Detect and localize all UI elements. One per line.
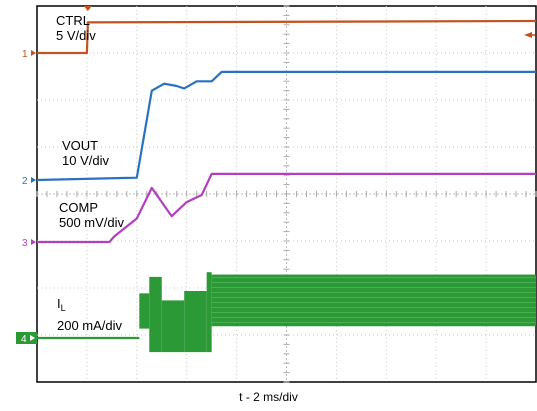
channel-2-number: 2 [22,176,28,187]
channel-4-marker [16,332,37,344]
il-scale: 200 mA/div [57,318,123,333]
trace-ctrl [37,19,537,55]
comp-scale: 500 mV/div [59,215,125,230]
trace-il-envelope [149,276,162,353]
trace-il-envelope [184,291,207,353]
grid [36,5,537,383]
channel-3-number: 3 [22,238,28,249]
channel-4-arrow [30,335,35,341]
trace-il [37,272,536,353]
ctrl-name: CTRL [56,13,90,28]
trace-il-envelope [206,272,212,353]
trace-comp [37,172,536,244]
ctrl-label: CTRL 5 V/div [56,13,96,43]
vout-name: VOUT [62,138,99,153]
ctrl-scale: 5 V/div [56,28,96,43]
il-label: IL 200 mA/div [57,296,122,333]
channel-1-number: 1 [22,49,28,60]
trigger-position-marker [83,6,92,11]
channel-1-arrow [31,50,36,56]
channel-3-arrow [31,239,36,245]
channel-4-number: 4 [21,334,27,345]
comp-name: COMP [59,200,98,215]
channel-2-arrow [31,177,36,183]
il-name: IL [57,296,66,313]
trace-vout [36,70,536,182]
trace-il-envelope [161,300,185,353]
comp-label: COMP 500 mV/div [59,200,124,230]
x-axis-label: t - 2 ms/div [239,390,298,404]
channel-markers: 1 2 3 4 [16,6,535,345]
vout-label: VOUT 10 V/div [62,138,109,168]
vout-scale: 10 V/div [62,153,109,168]
trace-il-envelope [139,293,150,329]
traces [36,19,537,353]
